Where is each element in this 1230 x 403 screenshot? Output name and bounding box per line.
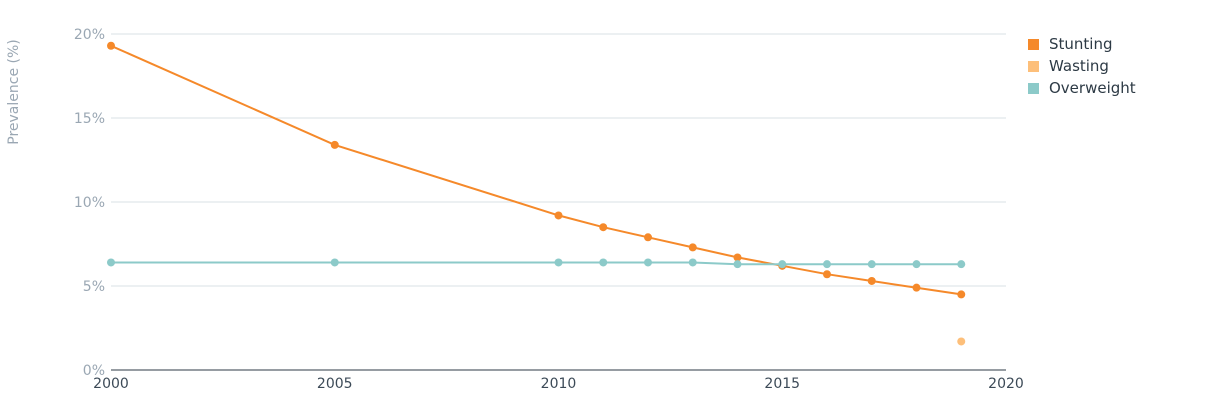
- legend-item-overweight[interactable]: Overweight: [1028, 77, 1136, 99]
- data-point-overweight[interactable]: [107, 258, 115, 267]
- data-point-stunting[interactable]: [330, 140, 339, 149]
- x-tick-label: 2000: [93, 376, 129, 392]
- x-tick-label: 2005: [317, 376, 353, 392]
- y-axis-label: Prevalence (%): [6, 39, 22, 145]
- legend-label-wasting: Wasting: [1049, 57, 1109, 75]
- x-tick-label: 2020: [988, 376, 1024, 392]
- legend-item-wasting[interactable]: Wasting: [1028, 55, 1136, 77]
- data-point-stunting[interactable]: [912, 283, 921, 292]
- data-point-overweight[interactable]: [778, 260, 787, 269]
- legend-label-overweight: Overweight: [1049, 79, 1136, 97]
- legend-item-stunting[interactable]: Stunting: [1028, 33, 1136, 55]
- data-point-stunting[interactable]: [733, 253, 742, 262]
- legend-swatch-overweight: [1028, 82, 1039, 94]
- y-tick-label: 20%: [74, 27, 105, 43]
- series-line-overweight: [111, 261, 962, 266]
- series-layer: [107, 41, 966, 346]
- data-point-overweight[interactable]: [957, 260, 966, 269]
- data-point-overweight[interactable]: [733, 260, 742, 269]
- x-tick-label: 2015: [764, 376, 800, 392]
- legend: Stunting Wasting Overweight: [1028, 33, 1136, 99]
- data-point-stunting[interactable]: [688, 243, 697, 252]
- legend-label-stunting: Stunting: [1049, 35, 1113, 53]
- legend-swatch-stunting: [1028, 38, 1039, 50]
- data-point-stunting[interactable]: [644, 233, 652, 242]
- x-tick-label: 2010: [541, 376, 577, 392]
- series-line-stunting: [110, 44, 962, 296]
- data-point-overweight[interactable]: [823, 260, 831, 269]
- data-point-overweight[interactable]: [644, 258, 652, 267]
- data-point-stunting[interactable]: [107, 41, 115, 50]
- data-point-stunting[interactable]: [599, 223, 608, 232]
- x-tick-labels: 2000 2005 2010 2015 2020: [93, 376, 1024, 392]
- gridlines: [111, 33, 1006, 371]
- data-point-wasting[interactable]: [957, 337, 966, 346]
- data-point-stunting[interactable]: [554, 211, 563, 220]
- y-tick-labels: 0% 5% 10% 15% 20%: [74, 27, 105, 379]
- y-tick-label: 5%: [83, 279, 105, 295]
- legend-swatch-wasting: [1028, 60, 1039, 72]
- data-point-stunting[interactable]: [823, 270, 831, 279]
- data-point-overweight[interactable]: [554, 258, 563, 267]
- data-point-stunting[interactable]: [957, 290, 966, 299]
- y-tick-label: 0%: [83, 363, 105, 379]
- y-tick-label: 10%: [74, 195, 105, 211]
- data-point-overweight[interactable]: [599, 258, 608, 267]
- y-tick-label: 15%: [74, 111, 105, 127]
- data-point-overweight[interactable]: [688, 258, 697, 267]
- data-point-overweight[interactable]: [867, 260, 876, 269]
- data-point-overweight[interactable]: [330, 258, 339, 267]
- data-point-overweight[interactable]: [912, 260, 921, 269]
- data-point-stunting[interactable]: [867, 276, 876, 285]
